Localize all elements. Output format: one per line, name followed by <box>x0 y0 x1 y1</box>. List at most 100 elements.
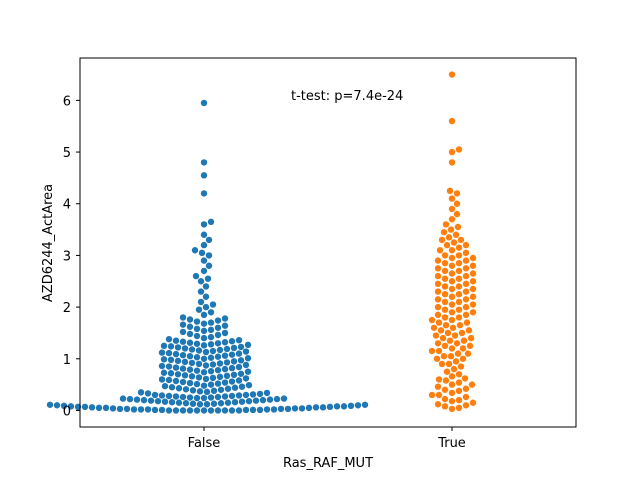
data-point-false <box>200 342 208 349</box>
y-tick-label: 6 <box>63 94 71 109</box>
data-point-false <box>217 400 225 407</box>
data-point-false <box>249 391 257 398</box>
data-point-false <box>200 99 208 107</box>
data-point-true <box>462 288 470 295</box>
data-point-false <box>266 396 274 403</box>
data-point-false <box>197 278 205 285</box>
data-point-true <box>442 377 450 384</box>
data-point-false <box>200 369 208 376</box>
data-point-true <box>448 262 456 269</box>
data-point-false <box>200 190 208 197</box>
y-tick-label: 2 <box>63 301 71 316</box>
data-point-false <box>242 348 250 355</box>
data-point-false <box>161 382 169 390</box>
data-point-false <box>252 397 260 404</box>
data-point-false <box>203 401 211 408</box>
data-point-true <box>438 236 446 244</box>
data-point-true <box>462 296 470 303</box>
data-point-false <box>200 334 208 342</box>
data-point-true <box>455 290 463 298</box>
data-point-true <box>469 285 477 293</box>
data-point-true <box>464 350 472 357</box>
data-point-true <box>452 358 460 365</box>
data-point-false <box>193 354 201 361</box>
data-point-false <box>193 394 201 402</box>
data-point-false <box>244 368 252 375</box>
data-point-false <box>245 397 253 405</box>
data-point-true <box>455 298 463 306</box>
data-point-false <box>130 406 138 413</box>
data-point-false <box>200 407 208 414</box>
data-point-false <box>198 249 206 257</box>
data-point-true <box>441 283 449 290</box>
data-point-false <box>179 365 187 372</box>
data-point-false <box>204 275 212 282</box>
data-point-false <box>193 407 201 414</box>
data-point-false <box>214 380 222 387</box>
data-point-true <box>449 324 457 331</box>
data-point-true <box>467 334 475 342</box>
data-point-false <box>203 388 211 396</box>
data-point-false <box>200 327 208 335</box>
data-point-false <box>151 406 159 414</box>
data-point-false <box>189 387 197 394</box>
data-point-false <box>116 405 124 413</box>
data-point-false <box>200 267 208 275</box>
data-point-true <box>448 405 456 413</box>
data-point-true <box>450 365 458 373</box>
data-point-true <box>448 71 456 78</box>
data-point-true <box>445 234 453 241</box>
data-point-true <box>455 275 463 282</box>
data-point-true <box>469 278 477 285</box>
data-point-false <box>237 370 245 377</box>
data-point-false <box>60 402 68 410</box>
data-point-false <box>207 381 215 388</box>
data-point-false <box>182 400 190 407</box>
data-point-true <box>462 402 470 409</box>
y-tick-label: 0 <box>63 404 71 419</box>
data-point-true <box>434 401 442 408</box>
data-point-true <box>455 267 463 275</box>
data-point-false <box>230 371 238 378</box>
data-point-false <box>167 356 175 364</box>
data-point-false <box>223 345 231 353</box>
data-point-false <box>333 403 341 410</box>
data-point-false <box>216 360 224 367</box>
data-point-false <box>179 378 187 386</box>
data-point-false <box>207 333 215 341</box>
data-point-true <box>435 319 443 326</box>
data-point-false <box>205 262 213 269</box>
data-point-false <box>186 407 194 414</box>
data-point-true <box>447 226 455 233</box>
data-point-false <box>165 363 173 370</box>
data-point-false <box>174 344 182 351</box>
data-point-true <box>446 337 454 344</box>
data-point-false <box>200 382 208 389</box>
data-point-false <box>221 365 229 373</box>
data-point-true <box>448 309 456 316</box>
data-point-true <box>462 265 470 272</box>
y-tick-label: 1 <box>63 353 71 368</box>
data-point-false <box>214 317 222 324</box>
data-point-true <box>428 316 436 324</box>
data-point-true <box>452 231 460 238</box>
data-point-false <box>230 344 238 352</box>
data-point-true <box>469 293 477 300</box>
data-point-false <box>46 401 54 408</box>
data-point-false <box>245 381 253 389</box>
data-point-false <box>200 172 208 179</box>
data-point-true <box>455 252 463 259</box>
data-point-false <box>186 323 194 330</box>
data-point-false <box>196 388 204 395</box>
data-point-false <box>221 352 229 359</box>
data-point-false <box>210 387 218 395</box>
data-point-true <box>456 321 464 329</box>
data-point-false <box>221 329 229 337</box>
data-point-false <box>347 402 355 410</box>
data-point-false <box>186 394 194 401</box>
data-point-true <box>448 159 456 166</box>
data-point-false <box>210 400 218 407</box>
data-point-false <box>207 326 215 334</box>
data-point-false <box>158 406 166 414</box>
